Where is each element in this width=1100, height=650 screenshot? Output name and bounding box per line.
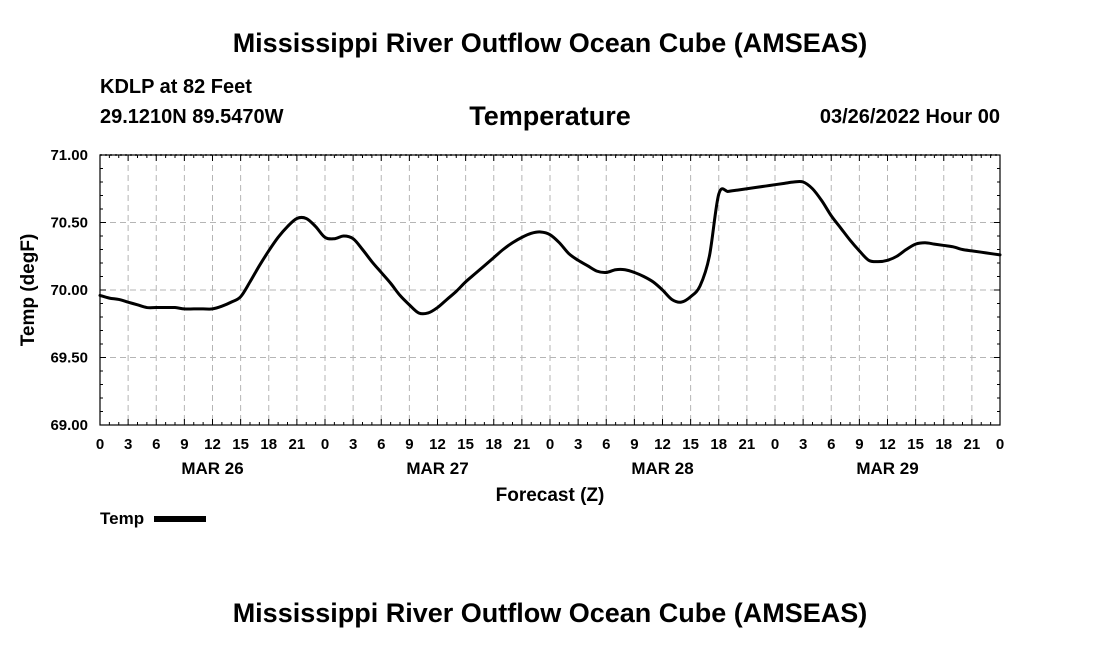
x-tick-label: 12 — [429, 436, 446, 453]
x-tick-label: 18 — [260, 436, 277, 453]
grid — [100, 155, 1000, 425]
y-tick-label: 69.50 — [50, 350, 88, 367]
station-label: KDLP at 82 Feet — [100, 76, 252, 98]
x-tick-label: 0 — [771, 436, 779, 453]
chart-title: Temperature — [469, 101, 631, 131]
x-tick-label: 12 — [879, 436, 896, 453]
x-tick-label: 9 — [630, 436, 638, 453]
legend-swatch — [154, 516, 207, 522]
x-tick-label: 6 — [602, 436, 610, 453]
x-tick-label: 6 — [827, 436, 835, 453]
x-day-label: MAR 28 — [631, 459, 693, 478]
x-day-label: MAR 26 — [181, 459, 243, 478]
x-tick-label: 3 — [574, 436, 582, 453]
x-tick-label: 12 — [204, 436, 221, 453]
x-tick-label: 15 — [682, 436, 699, 453]
x-tick-label: 15 — [457, 436, 474, 453]
x-tick-label: 9 — [180, 436, 188, 453]
y-tick-label: 70.50 — [50, 215, 88, 232]
x-tick-label: 9 — [855, 436, 863, 453]
x-tick-label: 21 — [514, 436, 531, 453]
y-tick-label: 71.00 — [50, 147, 88, 164]
x-tick-label: 0 — [96, 436, 104, 453]
axes: 0 3 6 9 12 15 18 21 0 3 6 9 12 15 18 21 0 3 6 9 12 15 18 21 0 3 6 9… — [50, 147, 1004, 478]
coordinates-label: 29.1210N 89.5470W — [100, 106, 284, 128]
x-day-label: MAR 27 — [406, 459, 468, 478]
y-axis-label: Temp (degF) — [18, 234, 39, 347]
x-tick-label: 18 — [935, 436, 952, 453]
y-tick-label: 69.00 — [50, 417, 88, 434]
x-tick-label: 3 — [799, 436, 807, 453]
x-tick-label: 6 — [152, 436, 160, 453]
x-tick-label: 15 — [907, 436, 924, 453]
x-tick-label: 21 — [964, 436, 981, 453]
x-tick-label: 6 — [377, 436, 385, 453]
y-tick-label: 70.00 — [50, 282, 88, 299]
x-tick-label: 18 — [485, 436, 502, 453]
x-tick-label: 15 — [232, 436, 249, 453]
temp-series-line — [98, 179, 1002, 316]
series-layer — [98, 179, 1002, 316]
x-tick-label: 0 — [321, 436, 329, 453]
footer-title: Mississippi River Outflow Ocean Cube (AM… — [232, 598, 868, 628]
x-tick-label: 3 — [124, 436, 132, 453]
x-tick-label: 12 — [654, 436, 671, 453]
x-tick-label: 21 — [289, 436, 306, 453]
forecast-datetime: 03/26/2022 Hour 00 — [819, 106, 1000, 128]
x-tick-label: 3 — [349, 436, 357, 453]
legend-label: Temp — [100, 509, 145, 528]
x-tick-label: 0 — [546, 436, 554, 453]
main-title: Mississippi River Outflow Ocean Cube (AM… — [232, 28, 868, 58]
x-day-label: MAR 29 — [856, 459, 918, 478]
x-axis-label: Forecast (Z) — [496, 485, 605, 506]
x-tick-label: 0 — [996, 436, 1004, 453]
x-tick-label: 21 — [739, 436, 756, 453]
legend: Temp — [100, 509, 207, 529]
x-tick-label: 18 — [710, 436, 727, 453]
x-tick-label: 9 — [405, 436, 413, 453]
